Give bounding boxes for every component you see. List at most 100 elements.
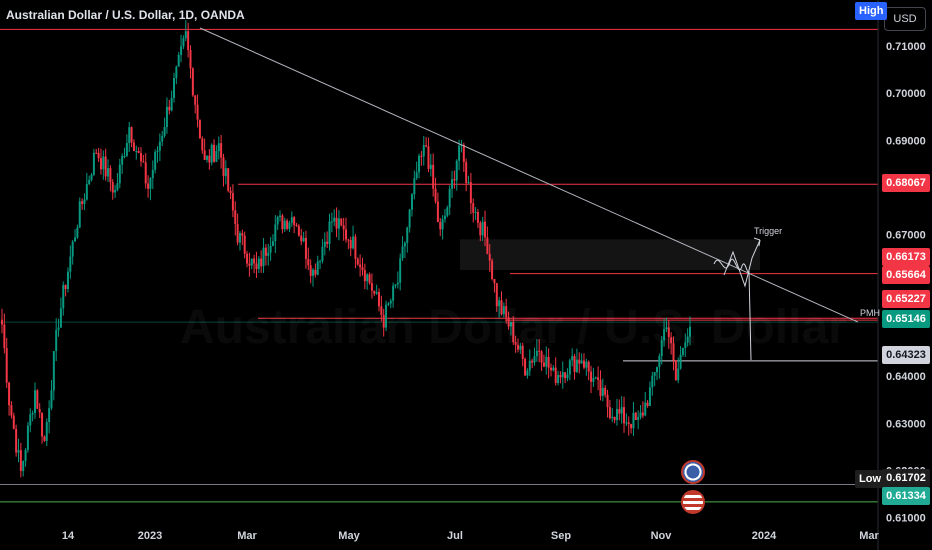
- candle[interactable]: [88, 175, 91, 186]
- projection-path[interactable]: [713, 258, 752, 361]
- candle[interactable]: [38, 403, 41, 418]
- candle[interactable]: [187, 22, 190, 58]
- candle[interactable]: [451, 170, 454, 198]
- candle[interactable]: [517, 338, 519, 353]
- candle[interactable]: [394, 284, 397, 289]
- candle[interactable]: [387, 302, 390, 307]
- candle[interactable]: [283, 217, 286, 233]
- candle[interactable]: [125, 134, 128, 158]
- candle[interactable]: [281, 213, 284, 234]
- candle[interactable]: [403, 241, 406, 258]
- candle[interactable]: [340, 218, 343, 227]
- candle[interactable]: [83, 193, 86, 211]
- candle[interactable]: [246, 250, 249, 268]
- candle[interactable]: [222, 153, 225, 187]
- candle[interactable]: [481, 216, 484, 241]
- candle[interactable]: [144, 153, 147, 189]
- candle[interactable]: [375, 284, 378, 295]
- candle[interactable]: [243, 231, 246, 259]
- candle[interactable]: [674, 359, 677, 381]
- candle[interactable]: [69, 245, 72, 279]
- candle[interactable]: [45, 418, 48, 446]
- candle[interactable]: [123, 147, 126, 159]
- candle[interactable]: [491, 258, 494, 281]
- candle[interactable]: [552, 365, 555, 372]
- candle[interactable]: [604, 385, 607, 398]
- trigger-zigzag[interactable]: [723, 239, 761, 288]
- candle[interactable]: [557, 370, 560, 386]
- candle[interactable]: [646, 400, 649, 408]
- candle[interactable]: [10, 401, 13, 419]
- candle[interactable]: [639, 405, 642, 420]
- candle[interactable]: [335, 207, 338, 238]
- trendline[interactable]: [199, 27, 859, 323]
- candle[interactable]: [385, 300, 388, 332]
- candle[interactable]: [679, 346, 682, 370]
- candle[interactable]: [74, 229, 77, 242]
- candle[interactable]: [370, 273, 373, 299]
- candle[interactable]: [455, 159, 458, 191]
- candle[interactable]: [446, 205, 449, 218]
- candle[interactable]: [500, 291, 503, 316]
- candle[interactable]: [314, 263, 317, 278]
- candle[interactable]: [549, 363, 552, 377]
- candle[interactable]: [130, 126, 133, 148]
- candle[interactable]: [582, 353, 585, 370]
- candle[interactable]: [453, 170, 456, 189]
- candle[interactable]: [307, 247, 310, 271]
- candle[interactable]: [528, 349, 531, 376]
- candle[interactable]: [399, 253, 402, 291]
- candle[interactable]: [149, 177, 152, 201]
- candle[interactable]: [436, 192, 439, 223]
- candle[interactable]: [241, 229, 244, 246]
- candle[interactable]: [304, 230, 307, 269]
- candle[interactable]: [432, 153, 435, 197]
- candle[interactable]: [493, 278, 496, 293]
- candle[interactable]: [559, 371, 562, 384]
- candle[interactable]: [333, 209, 336, 227]
- candle[interactable]: [594, 376, 597, 380]
- candle[interactable]: [535, 339, 538, 362]
- candle[interactable]: [62, 281, 65, 316]
- candle[interactable]: [486, 226, 489, 255]
- candle[interactable]: [488, 244, 491, 273]
- candle[interactable]: [401, 236, 404, 261]
- candle[interactable]: [441, 215, 444, 240]
- candle[interactable]: [465, 158, 468, 192]
- candle[interactable]: [147, 175, 150, 198]
- candle[interactable]: [274, 215, 277, 253]
- candle[interactable]: [651, 371, 654, 396]
- candle[interactable]: [215, 145, 218, 163]
- candle[interactable]: [260, 250, 263, 273]
- candle[interactable]: [253, 254, 256, 274]
- candle[interactable]: [12, 412, 15, 430]
- candle[interactable]: [161, 130, 164, 147]
- candle[interactable]: [524, 357, 527, 376]
- candle[interactable]: [257, 256, 260, 274]
- candle[interactable]: [458, 139, 461, 171]
- currency-button[interactable]: USD: [884, 7, 926, 31]
- candle[interactable]: [158, 133, 161, 161]
- candle[interactable]: [571, 348, 574, 367]
- candle[interactable]: [109, 165, 112, 192]
- candle[interactable]: [66, 267, 69, 293]
- candle[interactable]: [151, 160, 154, 190]
- candle[interactable]: [653, 371, 656, 387]
- candle[interactable]: [116, 173, 119, 192]
- candle[interactable]: [363, 263, 366, 290]
- candle[interactable]: [514, 335, 517, 353]
- candle[interactable]: [585, 358, 588, 376]
- candle[interactable]: [418, 153, 421, 179]
- candle[interactable]: [684, 333, 687, 357]
- candle[interactable]: [613, 416, 616, 424]
- candle[interactable]: [107, 159, 110, 182]
- candle[interactable]: [168, 99, 171, 115]
- candle[interactable]: [255, 251, 258, 278]
- candle[interactable]: [420, 150, 423, 166]
- candle[interactable]: [189, 45, 192, 79]
- candle[interactable]: [540, 350, 543, 371]
- candle[interactable]: [599, 370, 602, 401]
- candle[interactable]: [641, 401, 644, 419]
- candle[interactable]: [410, 192, 413, 217]
